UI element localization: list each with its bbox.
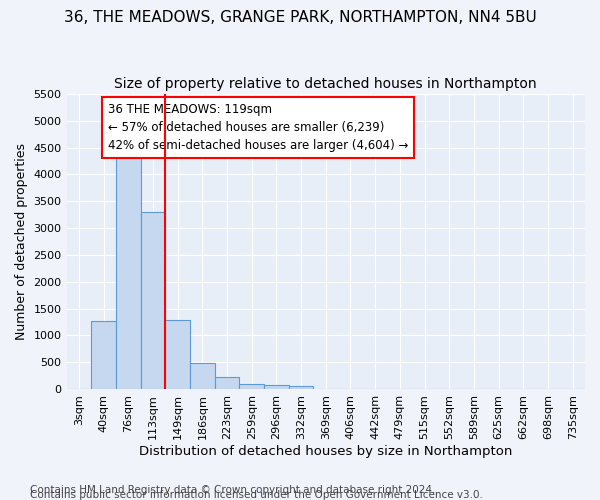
Bar: [140, 212, 165, 389]
Bar: [116, 156, 140, 389]
Bar: [289, 386, 313, 389]
Title: Size of property relative to detached houses in Northampton: Size of property relative to detached ho…: [115, 78, 537, 92]
Bar: [91, 322, 116, 389]
Bar: [264, 386, 289, 389]
Text: 36, THE MEADOWS, GRANGE PARK, NORTHAMPTON, NN4 5BU: 36, THE MEADOWS, GRANGE PARK, NORTHAMPTO…: [64, 10, 536, 25]
Text: Contains HM Land Registry data © Crown copyright and database right 2024.: Contains HM Land Registry data © Crown c…: [30, 485, 436, 495]
Bar: [165, 320, 190, 389]
Text: Contains public sector information licensed under the Open Government Licence v3: Contains public sector information licen…: [30, 490, 483, 500]
Bar: [190, 362, 215, 389]
X-axis label: Distribution of detached houses by size in Northampton: Distribution of detached houses by size …: [139, 444, 512, 458]
Bar: [239, 384, 264, 389]
Bar: [215, 378, 239, 389]
Text: 36 THE MEADOWS: 119sqm
← 57% of detached houses are smaller (6,239)
42% of semi-: 36 THE MEADOWS: 119sqm ← 57% of detached…: [108, 103, 409, 152]
Y-axis label: Number of detached properties: Number of detached properties: [15, 143, 28, 340]
